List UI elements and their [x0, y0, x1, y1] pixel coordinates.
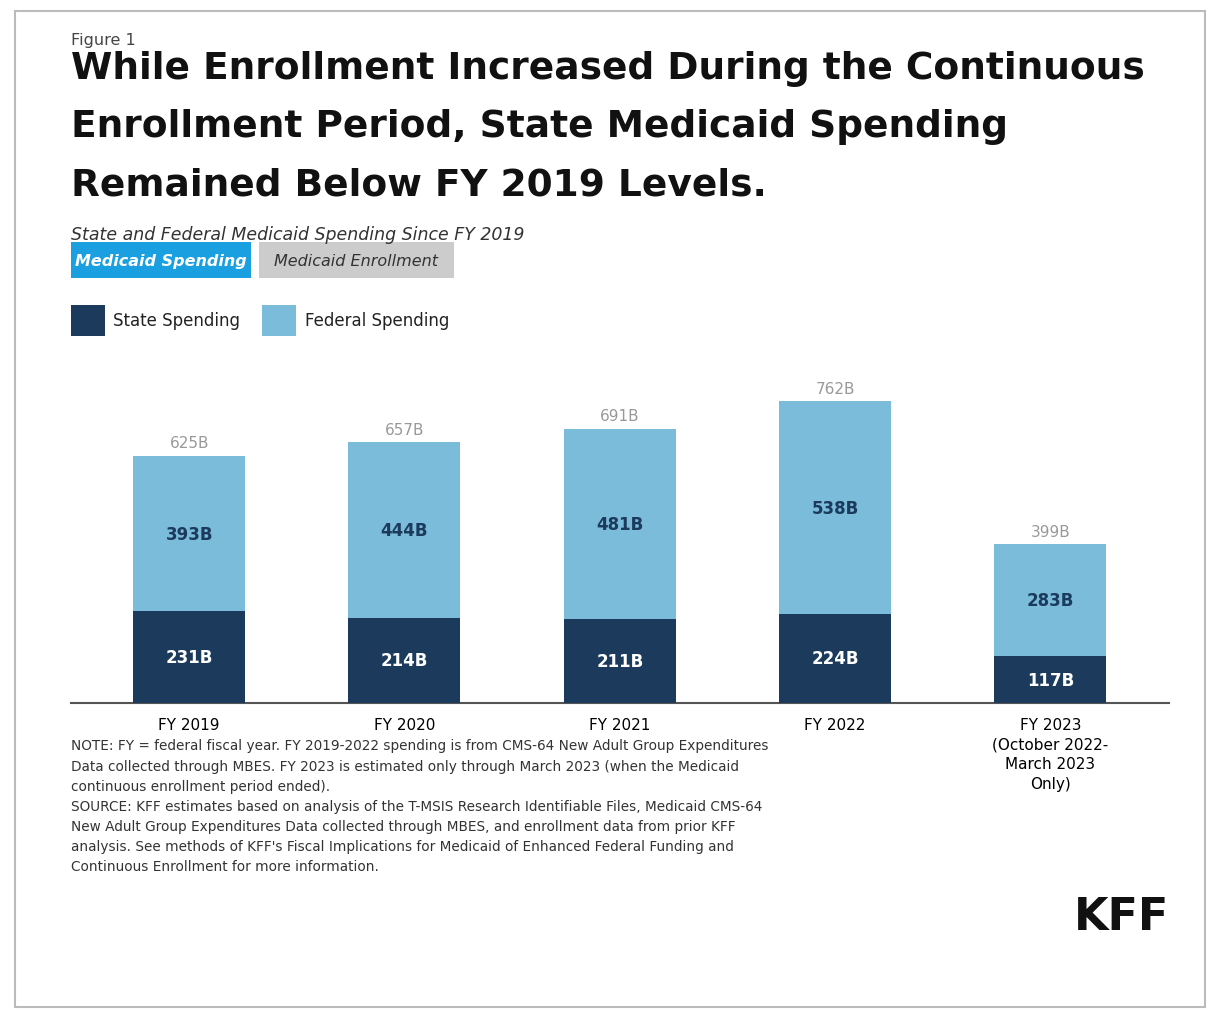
Text: 762B: 762B — [815, 381, 855, 396]
Bar — [780, 401, 891, 614]
Bar — [564, 429, 676, 620]
Text: Enrollment Period, State Medicaid Spending: Enrollment Period, State Medicaid Spendi… — [71, 109, 1008, 145]
Text: 117B: 117B — [1027, 671, 1074, 689]
Text: 657B: 657B — [384, 422, 425, 437]
Text: While Enrollment Increased During the Continuous: While Enrollment Increased During the Co… — [71, 51, 1144, 87]
Text: Medicaid Spending: Medicaid Spending — [76, 254, 246, 268]
Text: Federal Spending: Federal Spending — [305, 312, 449, 330]
Text: Remained Below FY 2019 Levels.: Remained Below FY 2019 Levels. — [71, 167, 766, 203]
Text: State and Federal Medicaid Spending Since FY 2019: State and Federal Medicaid Spending Sinc… — [71, 226, 525, 245]
Bar — [780, 614, 891, 703]
Text: Medicaid Enrollment: Medicaid Enrollment — [274, 254, 438, 268]
Text: 393B: 393B — [166, 525, 214, 543]
Text: 231B: 231B — [166, 648, 212, 666]
Bar — [133, 611, 245, 703]
Text: 211B: 211B — [597, 652, 643, 671]
Text: 214B: 214B — [381, 652, 428, 669]
Text: 399B: 399B — [1031, 525, 1070, 539]
Text: 691B: 691B — [600, 409, 639, 424]
Text: 538B: 538B — [811, 499, 859, 517]
Bar — [349, 443, 460, 619]
Bar — [994, 657, 1107, 703]
Text: 224B: 224B — [811, 650, 859, 667]
Bar — [349, 619, 460, 703]
Text: NOTE: FY = federal fiscal year. FY 2019-2022 spending is from CMS-64 New Adult G: NOTE: FY = federal fiscal year. FY 2019-… — [71, 739, 769, 873]
Bar — [133, 457, 245, 611]
Bar — [564, 620, 676, 703]
Bar — [994, 545, 1107, 657]
Text: 444B: 444B — [381, 522, 428, 540]
Text: State Spending: State Spending — [113, 312, 240, 330]
Text: 283B: 283B — [1027, 592, 1074, 609]
Text: 481B: 481B — [597, 516, 643, 534]
Text: Figure 1: Figure 1 — [71, 33, 135, 48]
Text: 625B: 625B — [170, 436, 209, 450]
Text: KFF: KFF — [1074, 896, 1169, 938]
